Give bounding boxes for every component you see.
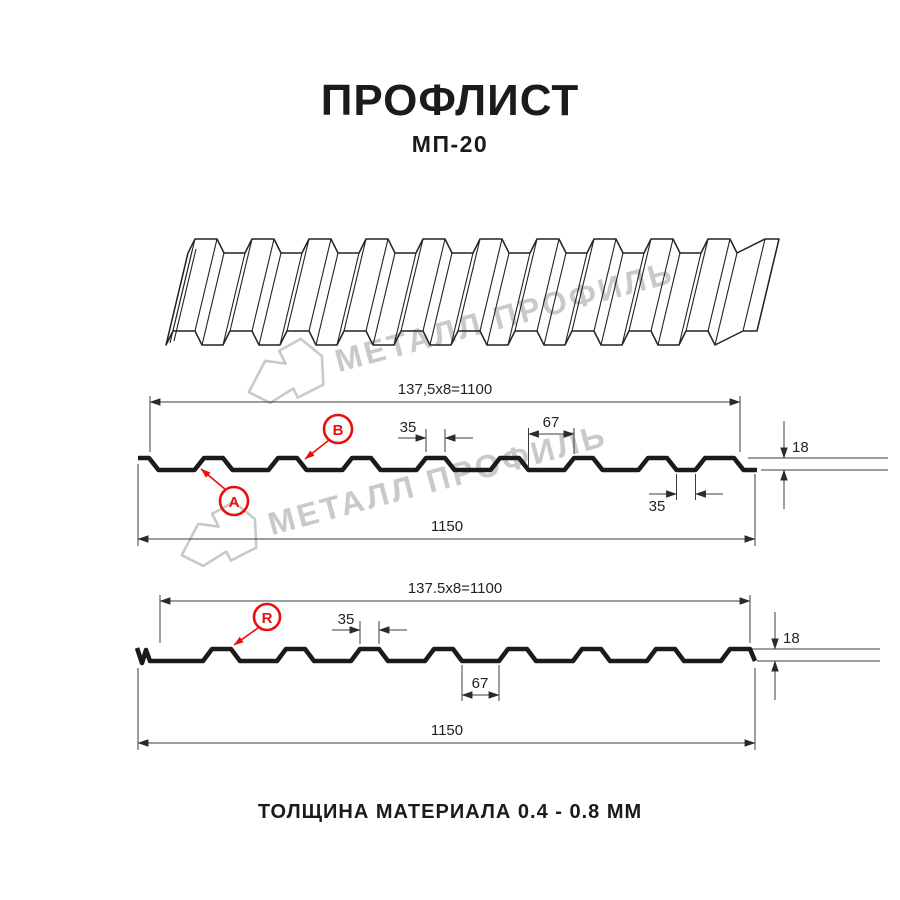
- dim-valley-s1-label: 67: [543, 414, 560, 431]
- label-b-marker: B: [304, 413, 354, 460]
- svg-text:A: A: [229, 494, 240, 511]
- profile-outline-s2: [134, 646, 758, 666]
- dim-total-width-s2: [137, 668, 756, 750]
- dim-rib-top-s2-label: 35: [338, 611, 355, 628]
- isometric-sheet-fill: [166, 239, 779, 345]
- dim-height-s1-label: 18: [792, 439, 809, 456]
- dim-height-s2: [752, 612, 880, 700]
- dim-valley-s2-label: 67: [472, 675, 489, 692]
- cross-section-r: 137.5x8=1100 35 67 18: [134, 580, 880, 750]
- dim-rib-top-s1-label: 35: [400, 419, 417, 436]
- cross-section-a-b: 137,5x8=1100 35 67 18: [137, 381, 888, 546]
- dim-pitch-s2: [159, 595, 751, 643]
- isometric-view: [165, 238, 780, 346]
- dim-pitch-s2-label: 137.5x8=1100: [408, 580, 502, 597]
- dim-height-s1: [748, 421, 888, 509]
- dim-rib-top-s1: [398, 429, 473, 452]
- dim-overlap-valley-s1-label: 35: [649, 498, 666, 515]
- dim-valley-s1: [527, 428, 575, 466]
- dim-rib-top-s2: [332, 621, 407, 644]
- watermark-logo-icon: [180, 500, 258, 568]
- dim-total-width-s2-label: 1150: [431, 722, 463, 739]
- svg-text:B: B: [333, 422, 344, 439]
- dim-valley-s2: [461, 665, 500, 701]
- label-a-marker: A: [200, 468, 250, 517]
- page-title: ПРОФЛИСТ: [320, 76, 580, 125]
- profile-code: МП-20: [411, 131, 489, 157]
- dim-pitch-s1-label: 137,5x8=1100: [398, 381, 492, 398]
- profile-outline-s1: [138, 455, 757, 473]
- watermark-logo-icon: [247, 337, 325, 405]
- dim-overlap-valley-s1: [649, 474, 723, 500]
- label-r-marker: R: [233, 602, 282, 646]
- dim-height-s2-label: 18: [783, 630, 800, 647]
- dim-total-width-s1: [137, 464, 756, 546]
- isometric-outline: [165, 238, 780, 346]
- thickness-note: ТОЛЩИНА МАТЕРИАЛА 0.4 - 0.8 ММ: [257, 801, 643, 823]
- dim-total-width-s1-label: 1150: [431, 518, 463, 535]
- svg-text:R: R: [262, 610, 273, 627]
- dim-pitch-s1: [149, 396, 741, 452]
